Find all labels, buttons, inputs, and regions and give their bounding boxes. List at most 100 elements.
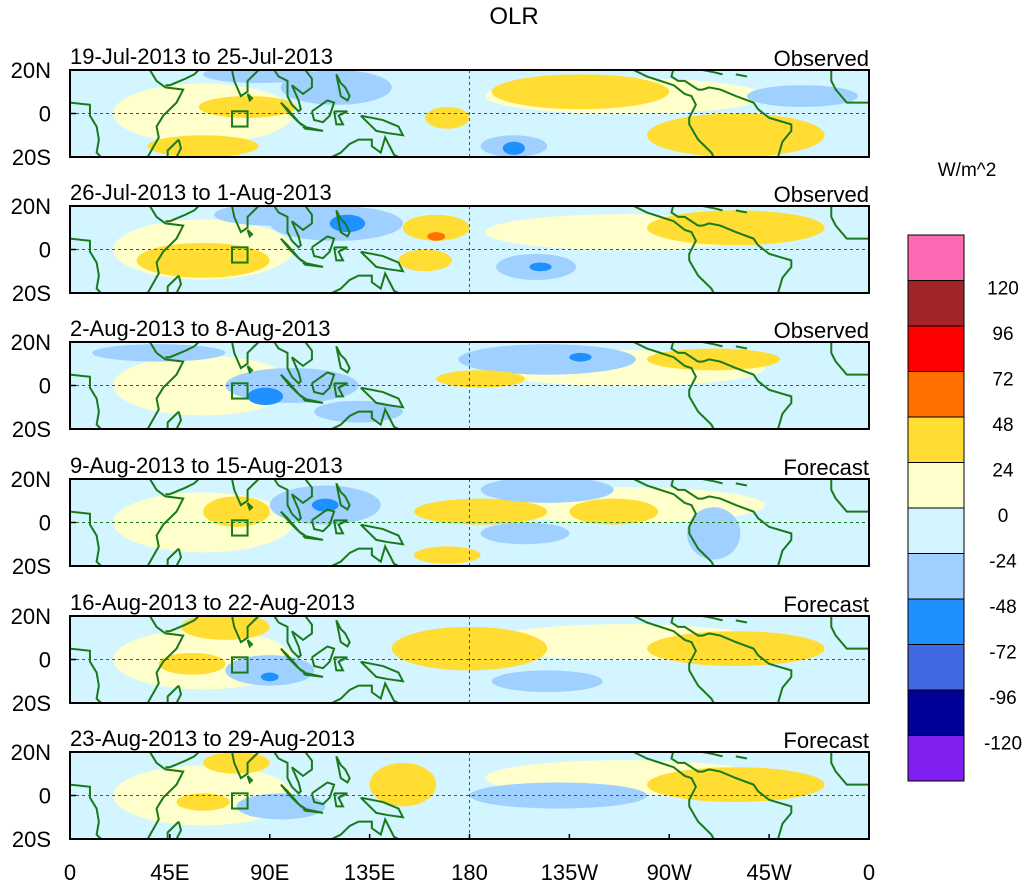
coastline [329,270,399,293]
coastline [670,342,793,429]
coastline [273,479,313,522]
coastline [302,125,324,132]
coastline [633,206,715,293]
coastline [70,373,102,429]
anomaly-blob [491,670,603,693]
y-tick-label: 20N [11,58,51,83]
colorbar-swatch [907,234,965,281]
anomaly-blob [414,498,548,525]
coastline [229,206,261,234]
colorbar-swatch [907,735,965,782]
coastline [70,783,102,839]
coastline [166,547,183,566]
anomaly-blob [398,249,452,272]
anomaly-blob [203,496,270,527]
coastline [633,70,715,157]
x-tick-label: 0 [863,860,875,885]
x-tick-label: 180 [451,860,488,885]
colorbar-swatch [907,689,965,736]
y-tick-label: 0 [39,374,51,399]
coastline [246,639,254,649]
coastline [273,206,313,249]
coastline [830,206,869,240]
coastline [302,397,324,404]
y-tick-label: 20N [11,467,51,492]
panel-title: 26-Jul-2013 to 1-Aug-2013 [70,180,332,205]
panel-label: Observed [774,318,869,343]
coastline [166,820,183,839]
coastline [335,73,351,102]
y-tick-label: 0 [39,238,51,263]
coastline [333,792,348,808]
coastline [70,510,102,566]
panel-title: 16-Aug-2013 to 22-Aug-2013 [70,590,355,615]
coastline [310,781,336,806]
panel-title: 19-Jul-2013 to 25-Jul-2013 [70,44,333,69]
coastline [229,616,261,644]
coastline [360,796,405,819]
x-tick-label: 135E [344,860,395,885]
coastline [165,70,200,87]
coastline [229,479,261,507]
coastline [670,616,793,703]
colorbar-label: -48 [989,597,1016,618]
y-tick-label: 0 [39,784,51,809]
coastline [165,616,200,633]
coastline [310,235,336,260]
x-tick-label: 45W [747,860,792,885]
coastline [335,209,351,238]
y-tick-label: 20S [12,827,51,852]
anomaly-blob [647,631,825,667]
x-tick-label: 135W [541,860,599,885]
coastline [735,209,748,214]
x-tick-label: 90W [647,860,692,885]
region-box [231,519,249,537]
colorbar-label: -72 [989,643,1016,664]
panel-title: 2-Aug-2013 to 8-Aug-2013 [70,316,331,341]
coastline [273,616,313,659]
coastline [360,523,405,546]
coastline [830,70,869,104]
coastline [830,479,869,513]
panel-label: Forecast [783,728,869,753]
coastline [333,110,348,126]
coastline [165,479,200,496]
anomaly-blob [647,210,825,246]
coastline [146,342,185,429]
coastline [333,382,348,398]
anomaly-blob [491,74,670,110]
coastline [830,342,869,376]
map-panel-2: 26-Jul-2013 to 1-Aug-2013 Observed 20N 0 20S [11,180,870,306]
coastline [146,70,185,157]
anomaly-blob [198,96,297,118]
coastline [70,101,102,157]
coastline [302,671,324,678]
coastline [329,134,399,157]
y-tick-label: 20S [12,691,51,716]
coastline [246,93,254,103]
coastline [273,752,313,795]
colorbar-label: 48 [992,415,1013,436]
region-box [231,246,249,264]
anomaly-blob [480,479,614,503]
colorbar-label: 0 [998,506,1009,527]
colorbar-label: 120 [987,279,1019,300]
colorbar: 120 96 72 48 24 0 -24 -48 -72 -96 -120 [907,234,1022,782]
coastline [229,752,261,780]
panel-title: 23-Aug-2013 to 29-Aug-2013 [70,726,355,751]
anomaly-blob [458,344,636,375]
anomaly-blob [427,232,446,241]
units-label: W/m^2 [938,160,997,181]
colorbar-swatch [907,507,965,554]
anomaly-blob [92,344,226,362]
map-panel-1: 19-Jul-2013 to 25-Jul-2013 Observed 20N 0 20… [11,44,870,170]
colorbar-label: 96 [992,324,1013,345]
panel-label: Observed [774,46,869,71]
coastline [329,816,399,839]
coastline [246,229,254,239]
coastline [735,73,748,78]
coastline [335,619,351,648]
coastline [633,342,715,429]
map-panel-5: 16-Aug-2013 to 22-Aug-2013 Forecast 20N 0 20… [11,590,870,716]
